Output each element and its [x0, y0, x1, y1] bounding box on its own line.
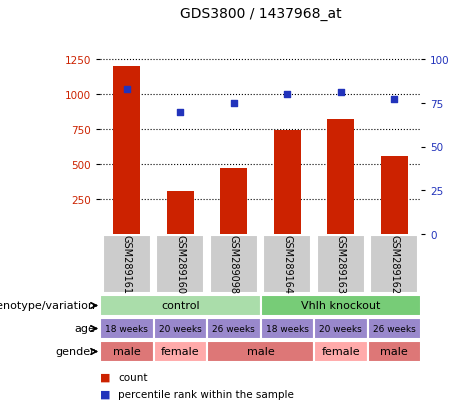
FancyBboxPatch shape — [100, 295, 260, 316]
Text: 26 weeks: 26 weeks — [213, 324, 255, 333]
Text: Vhlh knockout: Vhlh knockout — [301, 301, 380, 311]
Point — [337, 90, 344, 96]
FancyBboxPatch shape — [367, 318, 421, 339]
Text: GSM289163: GSM289163 — [336, 235, 346, 294]
Text: male: male — [113, 347, 141, 357]
Title: GDS3800 / 1437968_at: GDS3800 / 1437968_at — [180, 7, 341, 21]
FancyBboxPatch shape — [314, 318, 367, 339]
Text: male: male — [247, 347, 274, 357]
Text: control: control — [161, 301, 200, 311]
Text: ■: ■ — [100, 372, 111, 382]
FancyBboxPatch shape — [154, 341, 207, 362]
Text: age: age — [75, 324, 95, 334]
FancyBboxPatch shape — [260, 295, 421, 316]
Text: 26 weeks: 26 weeks — [373, 324, 416, 333]
Text: genotype/variation: genotype/variation — [0, 301, 95, 311]
FancyBboxPatch shape — [154, 318, 207, 339]
Text: GSM289162: GSM289162 — [389, 235, 399, 294]
Text: GSM289161: GSM289161 — [122, 235, 132, 294]
Bar — [274, 131, 301, 235]
Text: ■: ■ — [100, 389, 111, 399]
FancyBboxPatch shape — [314, 341, 367, 362]
Point — [390, 97, 398, 103]
Bar — [381, 156, 408, 235]
Text: 20 weeks: 20 weeks — [319, 324, 362, 333]
FancyBboxPatch shape — [100, 318, 154, 339]
Text: 20 weeks: 20 weeks — [159, 324, 201, 333]
Text: GSM289160: GSM289160 — [175, 235, 185, 294]
Text: male: male — [380, 347, 408, 357]
FancyBboxPatch shape — [156, 236, 204, 293]
Text: female: female — [321, 347, 360, 357]
Text: 18 weeks: 18 weeks — [105, 324, 148, 333]
Point — [123, 86, 130, 93]
Bar — [220, 169, 247, 235]
Point — [230, 100, 237, 107]
FancyBboxPatch shape — [263, 236, 311, 293]
Text: female: female — [161, 347, 200, 357]
Bar — [167, 192, 194, 235]
FancyBboxPatch shape — [103, 236, 151, 293]
Point — [284, 91, 291, 98]
FancyBboxPatch shape — [207, 341, 314, 362]
FancyBboxPatch shape — [210, 236, 258, 293]
Bar — [113, 67, 140, 235]
FancyBboxPatch shape — [207, 318, 260, 339]
Point — [177, 109, 184, 116]
Bar — [327, 120, 354, 235]
FancyBboxPatch shape — [100, 341, 154, 362]
FancyBboxPatch shape — [370, 236, 418, 293]
Text: GSM289164: GSM289164 — [282, 235, 292, 294]
Text: GSM289098: GSM289098 — [229, 235, 239, 294]
Text: percentile rank within the sample: percentile rank within the sample — [118, 389, 294, 399]
Text: 18 weeks: 18 weeks — [266, 324, 309, 333]
FancyBboxPatch shape — [260, 318, 314, 339]
Text: gender: gender — [56, 347, 95, 357]
FancyBboxPatch shape — [317, 236, 365, 293]
Text: count: count — [118, 372, 148, 382]
FancyBboxPatch shape — [367, 341, 421, 362]
